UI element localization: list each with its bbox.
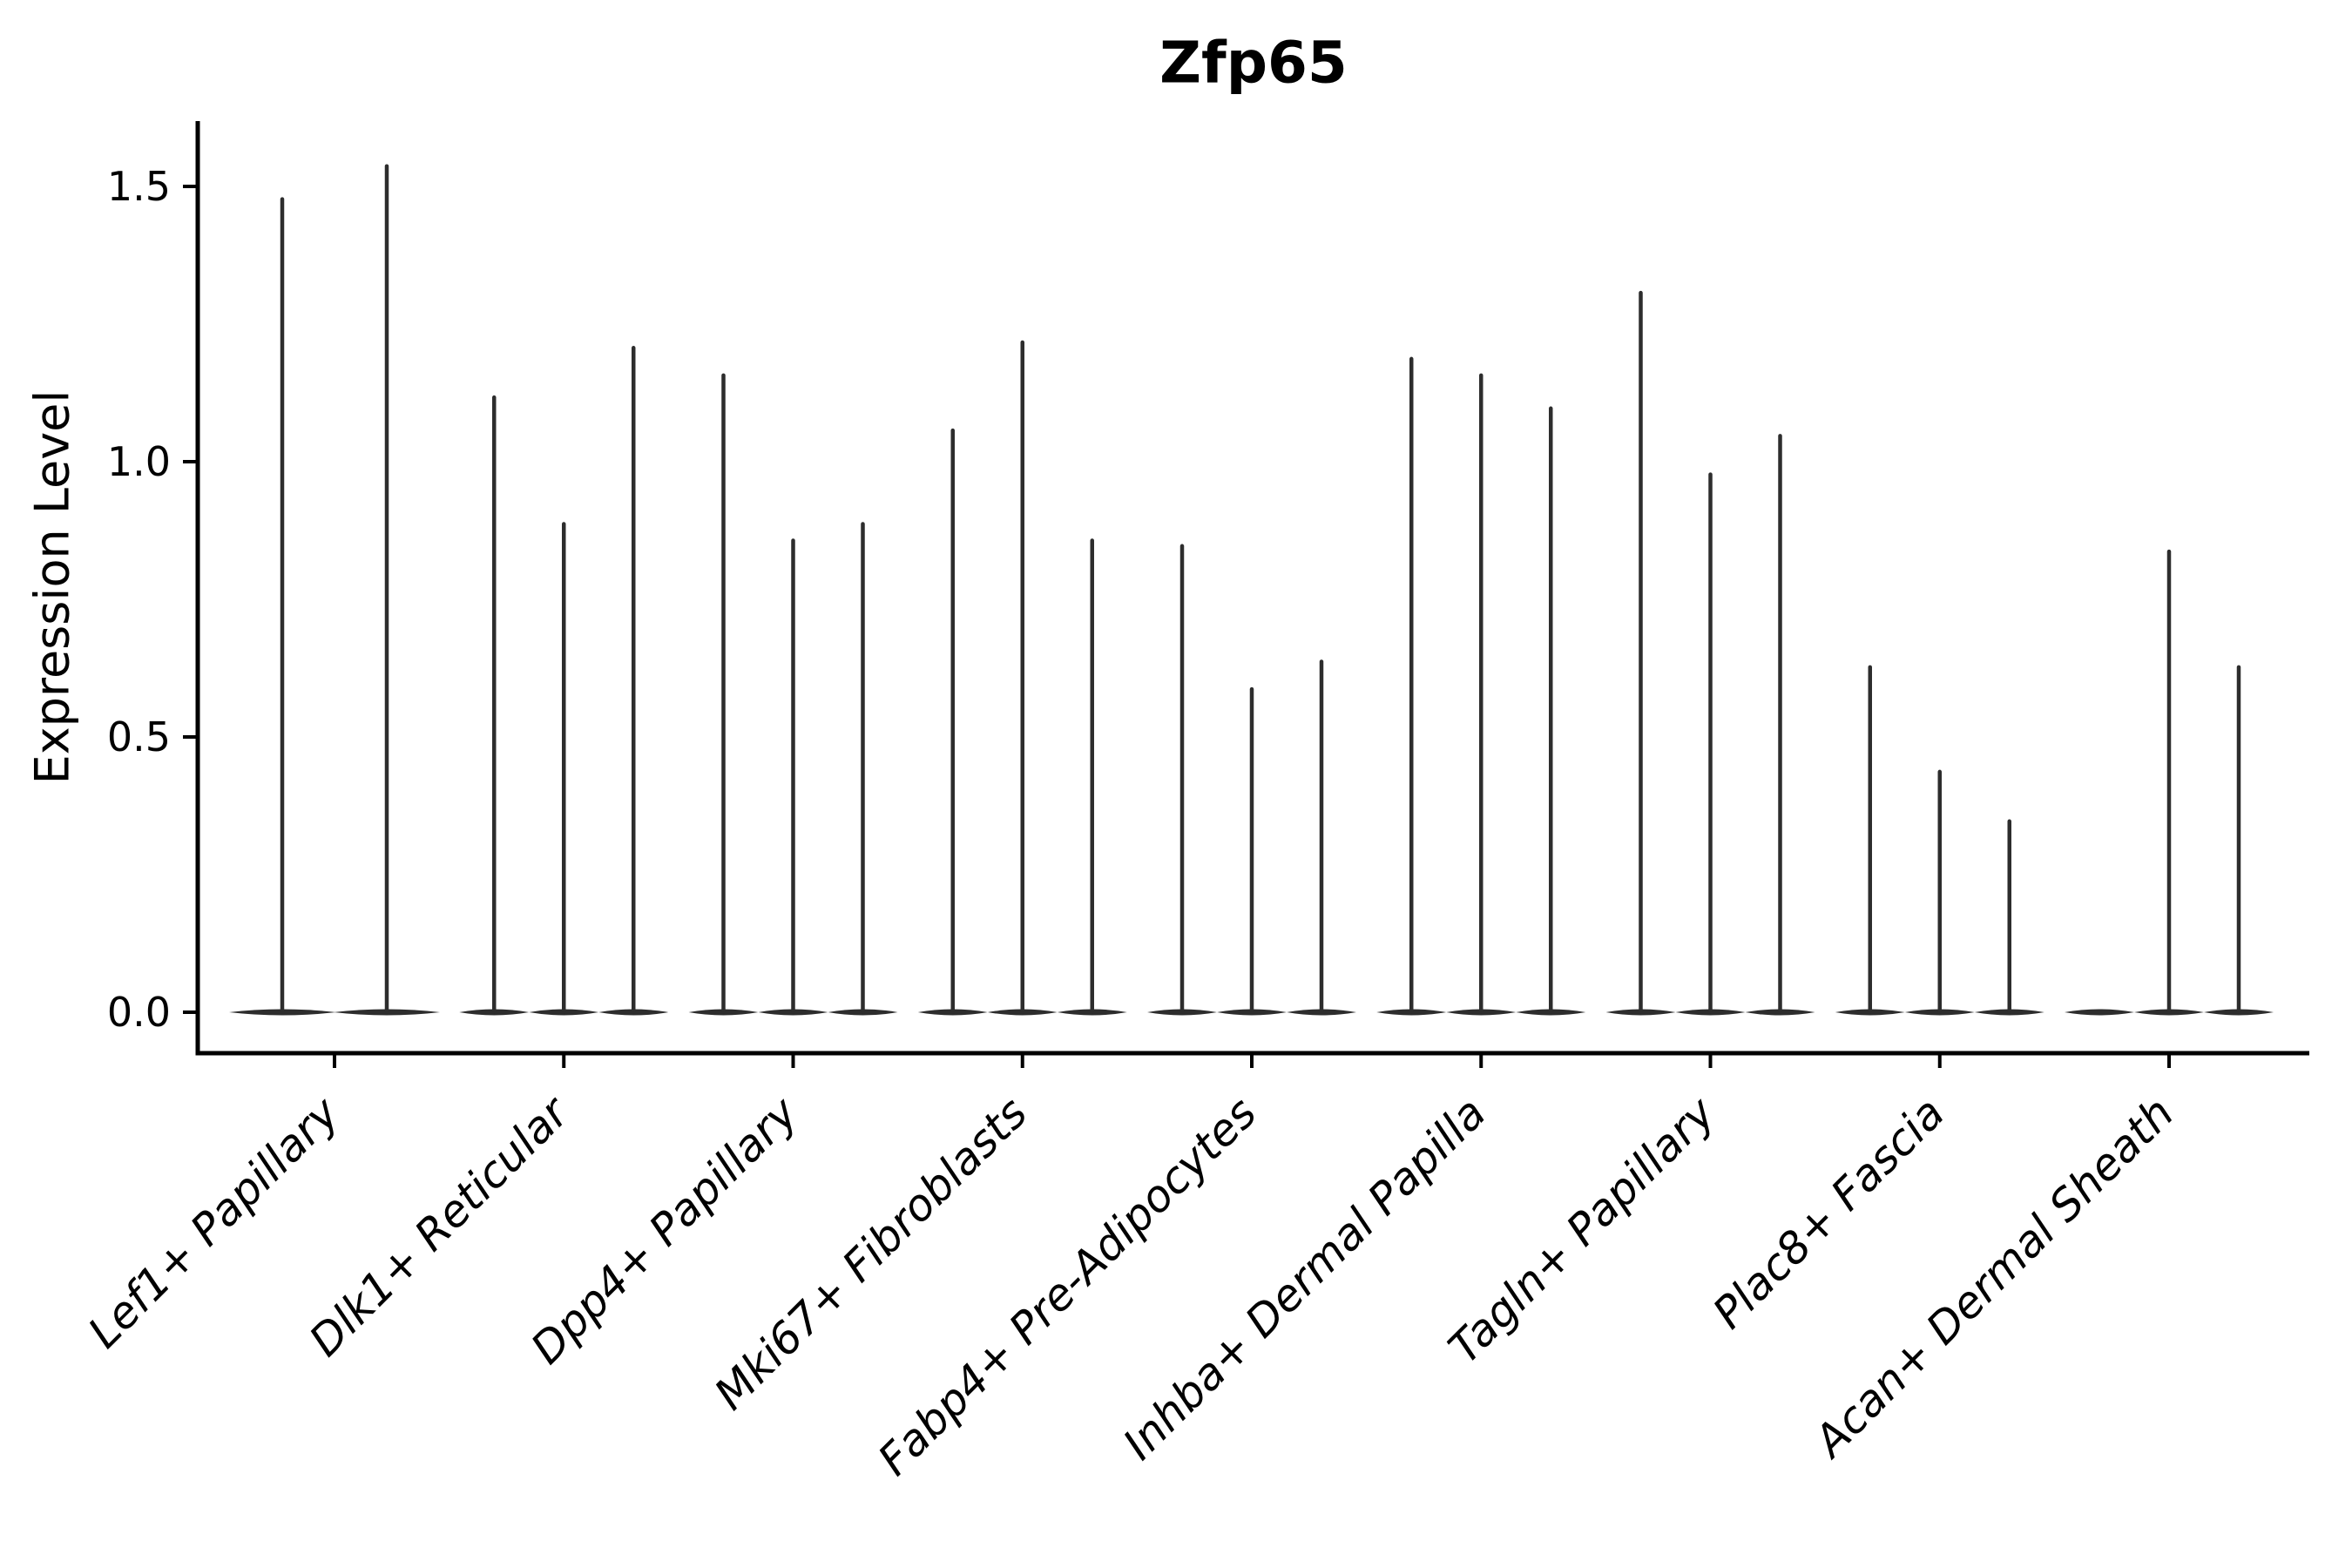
- x-tick-label: Fabp4+ Pre-Adipocytes: [868, 1087, 1267, 1485]
- y-tick-label: 0.0: [107, 989, 171, 1036]
- y-axis-label: Expression Level: [24, 389, 80, 785]
- chart-title: Zfp65: [1159, 29, 1348, 97]
- x-tick-label: Acan+ Dermal Sheath: [1803, 1087, 2184, 1468]
- x-tick-label: Plac8+ Fascia: [1703, 1087, 1954, 1338]
- y-tick-label: 0.5: [107, 713, 171, 760]
- y-tick-label: 1.5: [107, 163, 171, 210]
- x-tick-label: Lef1+ Papillary: [78, 1086, 349, 1357]
- violin-base: [2065, 1009, 2134, 1016]
- y-tick-label: 1.0: [107, 438, 171, 485]
- x-tick-label: Inhba+ Dermal Papilla: [1113, 1087, 1495, 1469]
